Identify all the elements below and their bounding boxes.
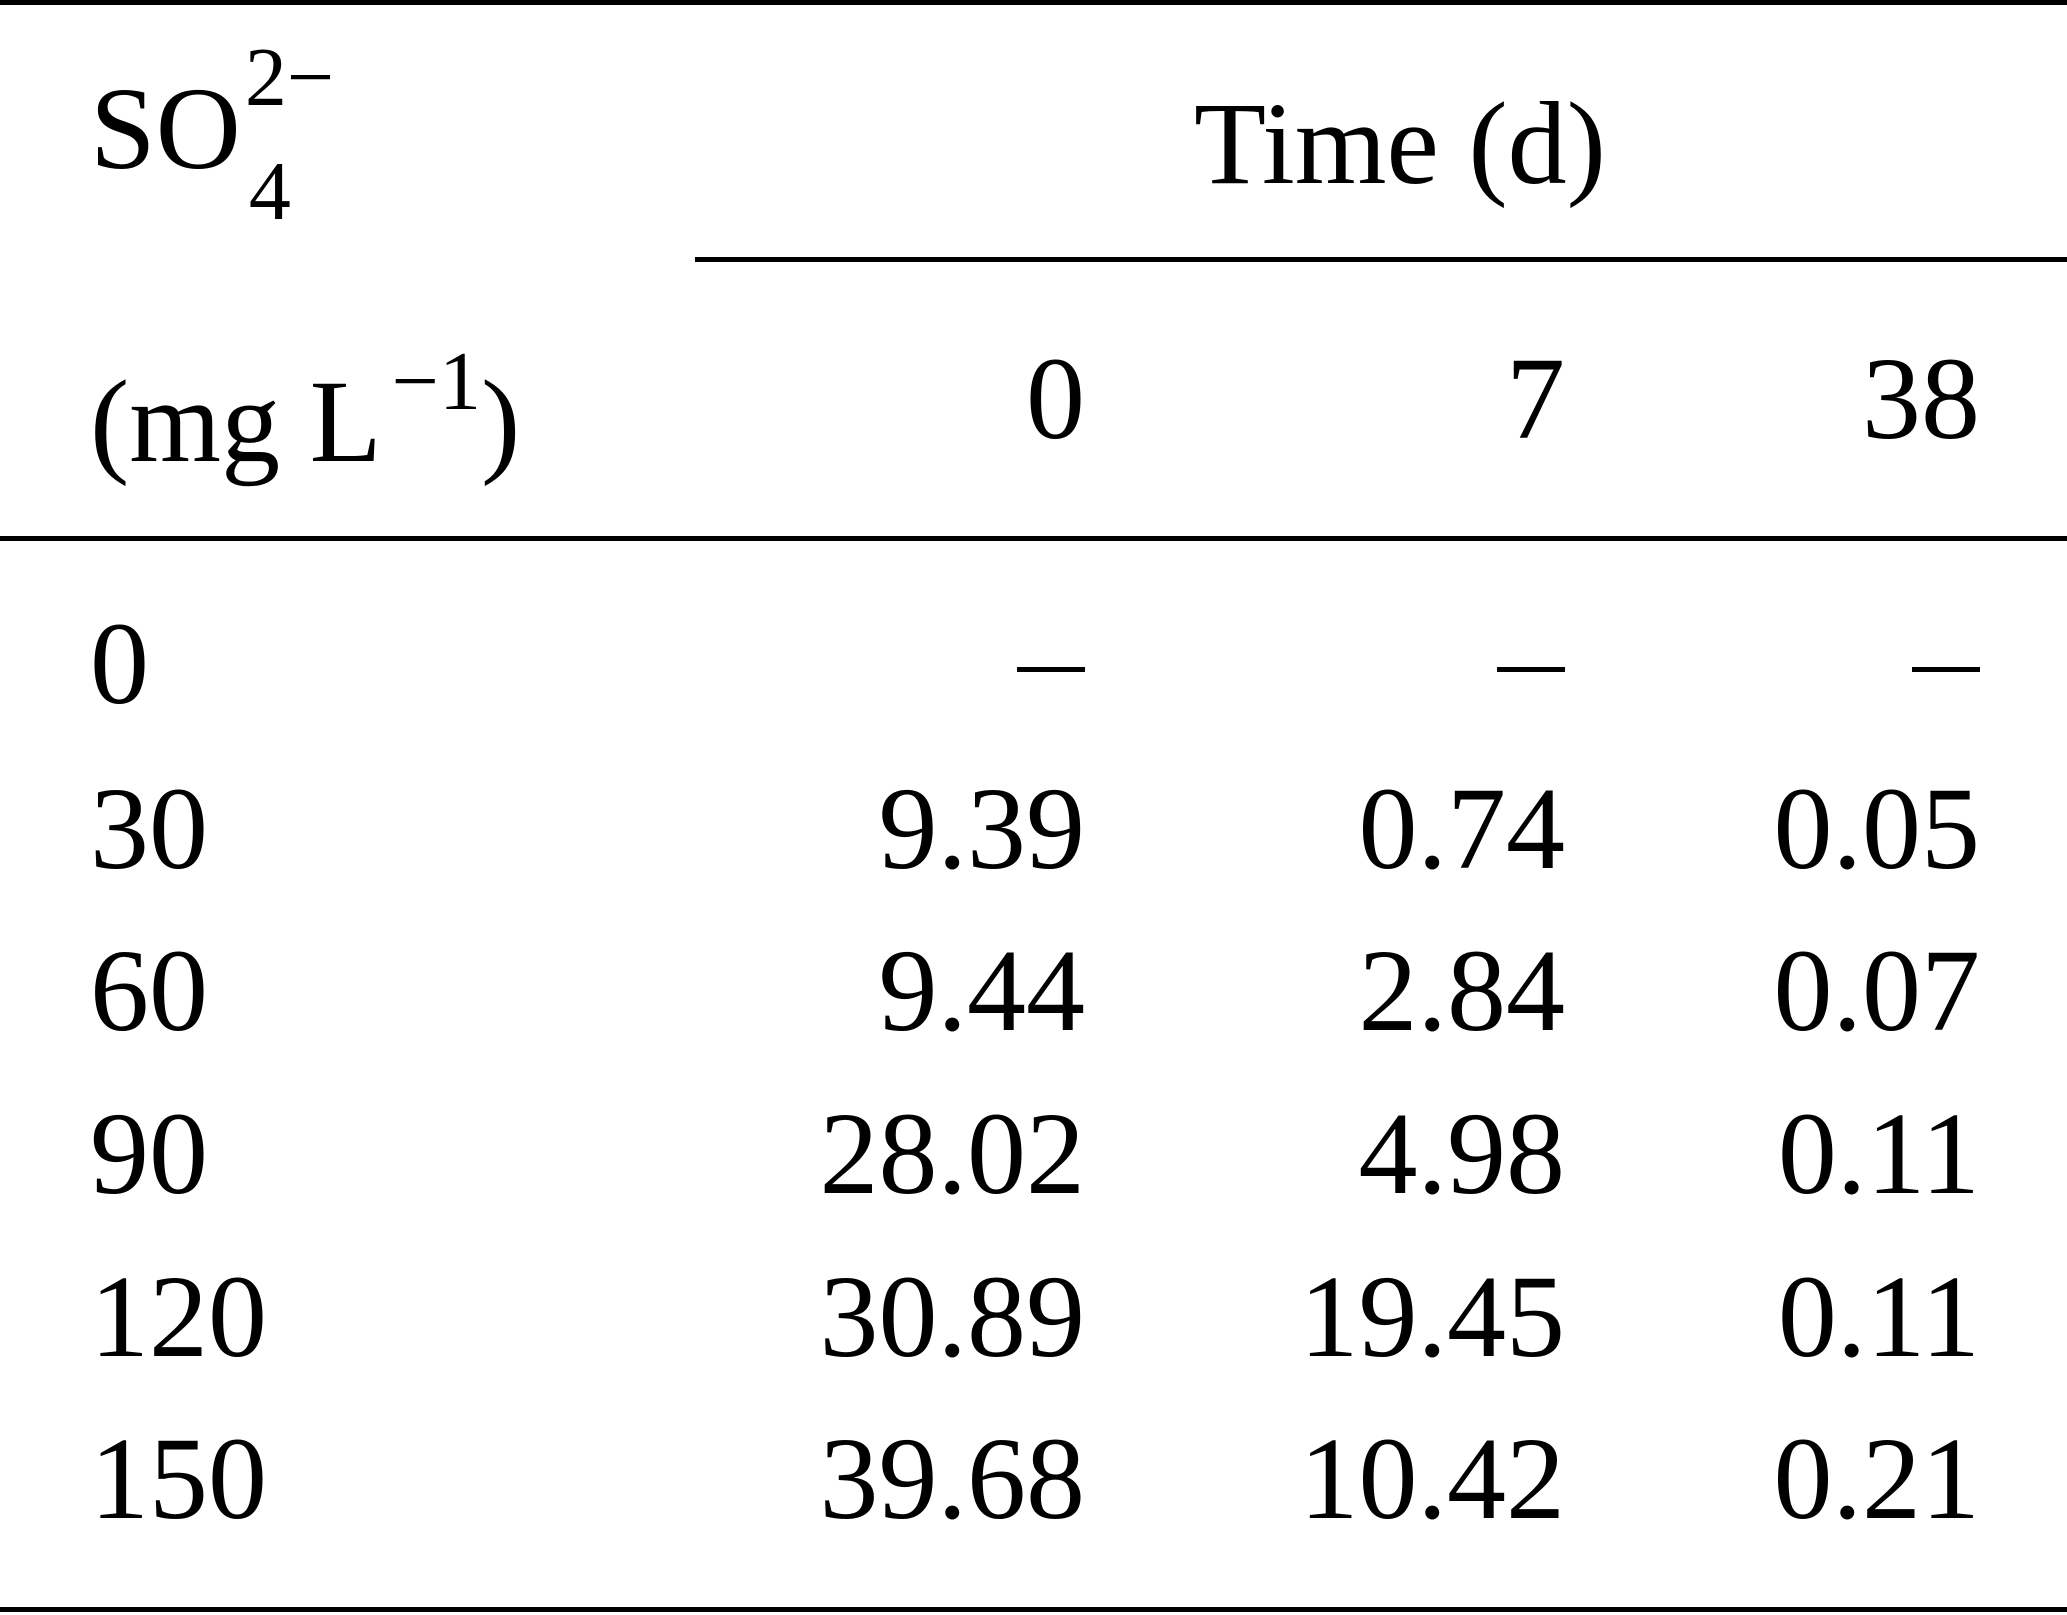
table-cell: 0.11 (1777, 1088, 1980, 1219)
table-top-rule (0, 0, 2067, 5)
row-label: 30 (90, 763, 208, 894)
column-header-day-38: 38 (1862, 333, 1980, 464)
unit-main: (mg L (90, 356, 382, 487)
row-label: 60 (90, 925, 208, 1056)
unit-close: ) (481, 356, 521, 487)
table-cell-dash (1497, 667, 1565, 672)
table-bottom-rule (0, 1607, 2067, 1612)
species-superscript: 2− (244, 31, 335, 124)
table-cell: 4.98 (1358, 1088, 1566, 1219)
table-cell: 10.42 (1299, 1413, 1566, 1544)
row-label: 120 (90, 1251, 267, 1382)
row-label: 150 (90, 1413, 267, 1544)
table-cell: 0.21 (1773, 1413, 1981, 1544)
table-cell: 9.44 (878, 925, 1086, 1056)
table-cell: 2.84 (1358, 925, 1566, 1056)
table-cell-dash (1017, 667, 1085, 672)
column-header-day-7: 7 (1506, 333, 1565, 464)
table-cell-dash (1912, 667, 1980, 672)
time-group-header: Time (d) (1194, 78, 1606, 209)
table-cell: 0.74 (1358, 763, 1566, 894)
table-cell: 0.11 (1777, 1251, 1980, 1382)
table-cell: 39.68 (819, 1413, 1086, 1544)
unit-header: (mg L −1) (90, 340, 520, 481)
table-cell: 9.39 (878, 763, 1086, 894)
species-base: SO (90, 63, 241, 194)
unit-superscript: −1 (391, 335, 482, 428)
table-cell: 28.02 (819, 1088, 1086, 1219)
column-header-day-0: 0 (1026, 333, 1085, 464)
table-cell: 0.07 (1773, 925, 1981, 1056)
time-group-rule (695, 257, 2067, 262)
sulfate-header: SO 2− 4 (90, 36, 381, 234)
header-bottom-rule (0, 536, 2067, 541)
species-subscript: 4 (248, 145, 291, 238)
row-label: 90 (90, 1088, 208, 1219)
table-cell: 19.45 (1299, 1251, 1566, 1382)
table-cell: 30.89 (819, 1251, 1086, 1382)
table-cell: 0.05 (1773, 763, 1981, 894)
row-label: 0 (90, 598, 149, 729)
